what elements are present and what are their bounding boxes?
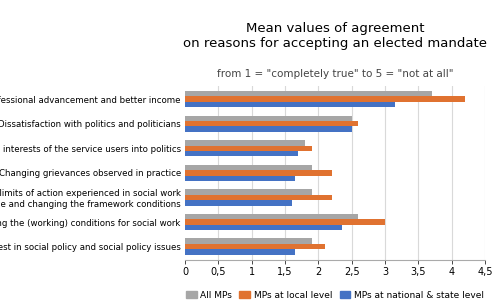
- Bar: [185, 244, 325, 249]
- Title: Mean values of agreement
on reasons for accepting an elected mandate: Mean values of agreement on reasons for …: [183, 22, 487, 50]
- Bar: [185, 200, 292, 206]
- Bar: [185, 249, 295, 255]
- Text: from 1 = "completely true" to 5 = "not at all": from 1 = "completely true" to 5 = "not a…: [217, 69, 453, 79]
- Bar: [185, 195, 332, 200]
- Bar: [185, 214, 358, 219]
- Bar: [185, 165, 312, 170]
- Bar: [185, 146, 312, 151]
- Bar: [185, 116, 352, 121]
- Bar: [185, 121, 358, 126]
- Bar: [185, 102, 395, 107]
- Bar: [185, 238, 312, 244]
- Legend: All MPs, MPs at local level, MPs at national & state level: All MPs, MPs at local level, MPs at nati…: [182, 287, 488, 304]
- Bar: [185, 219, 385, 225]
- Bar: [185, 225, 342, 230]
- Bar: [185, 170, 332, 176]
- Bar: [185, 189, 312, 195]
- Bar: [185, 140, 305, 146]
- Bar: [185, 96, 465, 102]
- Bar: [185, 126, 352, 132]
- Bar: [185, 176, 295, 181]
- Bar: [185, 151, 298, 156]
- Bar: [185, 91, 432, 96]
